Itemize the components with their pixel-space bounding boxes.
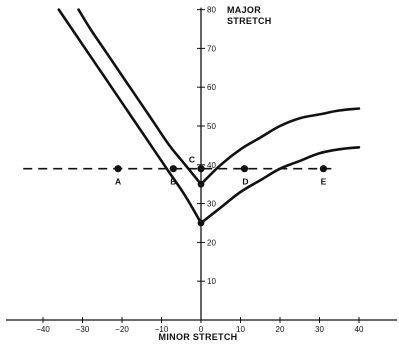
curves-layer xyxy=(57,8,361,227)
y-tick-label: 60 xyxy=(207,83,216,92)
point-b-marker xyxy=(169,165,177,173)
point-e-marker xyxy=(319,165,328,173)
x-tick-label: 0 xyxy=(199,325,204,334)
y-ticks: 10 20 30 40 50 60 70 80 xyxy=(197,6,216,286)
x-tick-label: 30 xyxy=(315,325,324,334)
point-a-label: A xyxy=(115,177,121,187)
point-a-marker xyxy=(114,165,122,173)
y-axis-title-line-2: STRETCH xyxy=(227,16,272,26)
x-tick-label: −40 xyxy=(36,325,50,334)
y-axis-title-line-1: MAJOR xyxy=(227,5,261,15)
x-tick-label: −30 xyxy=(76,325,90,334)
data-points: A B C D E xyxy=(114,155,328,187)
x-tick-label: −20 xyxy=(115,325,129,334)
upper-curve xyxy=(77,8,203,186)
point-d-label: D xyxy=(242,177,248,187)
y-tick-label: 50 xyxy=(207,122,216,131)
y-tick-label: 20 xyxy=(207,238,216,247)
x-tick-label: 20 xyxy=(276,325,285,334)
y-tick-label: 40 xyxy=(207,161,216,170)
lower-curve xyxy=(199,146,361,225)
lower-curve xyxy=(57,8,203,225)
x-tick-label: 10 xyxy=(236,325,245,334)
point-e-label: E xyxy=(321,177,327,187)
point-c-marker xyxy=(197,165,205,173)
upper-curve xyxy=(199,107,361,186)
x-tick-label: −10 xyxy=(155,325,169,334)
point-d-marker xyxy=(240,165,249,173)
point-b-label: B xyxy=(170,177,176,187)
y-tick-label: 10 xyxy=(207,277,216,286)
y-tick-label: 30 xyxy=(207,200,216,209)
x-ticks: −40 −30 −20 −10 0 10 20 30 40 xyxy=(36,317,364,334)
y-tick-label: 70 xyxy=(207,44,216,53)
y-tick-label: 80 xyxy=(207,6,216,15)
x-tick-label: 40 xyxy=(355,325,364,334)
x-axis-title: MINOR STRETCH xyxy=(159,332,238,342)
point-c-label: C xyxy=(189,155,195,165)
